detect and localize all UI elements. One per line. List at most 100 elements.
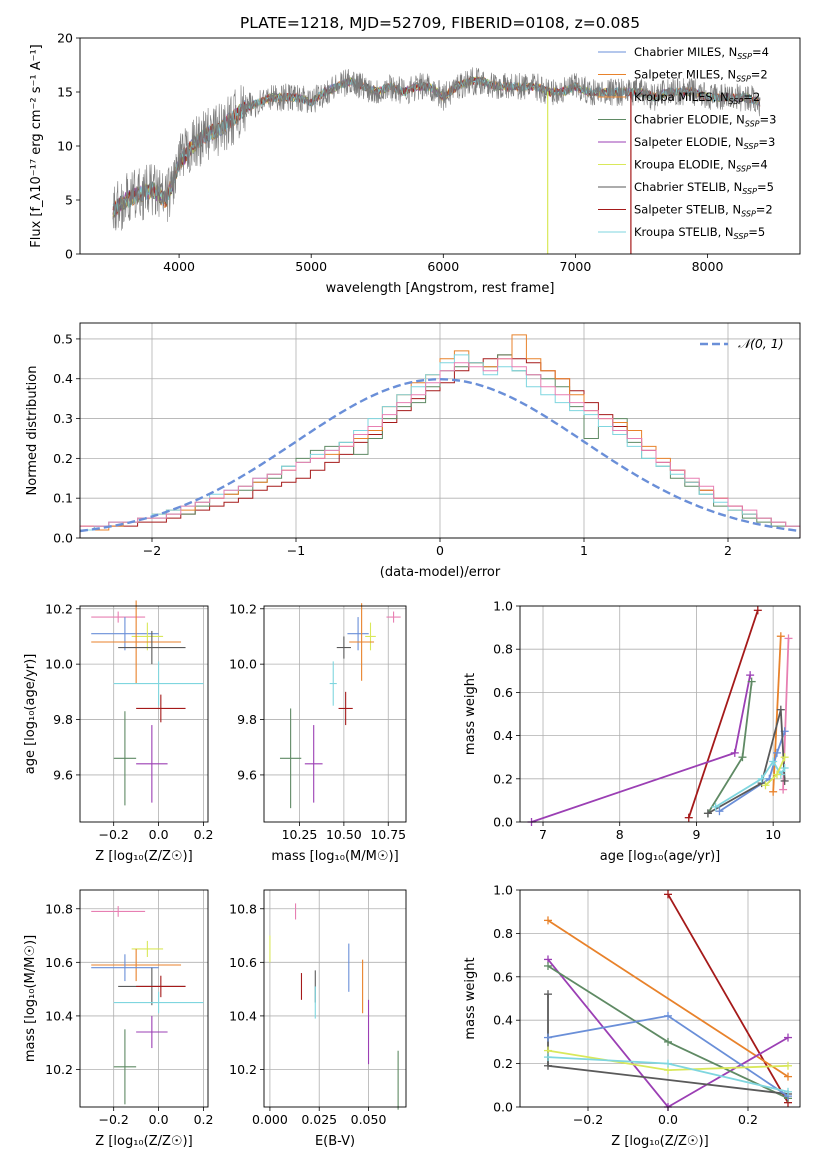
legend-entry: Kroupa STELIB, NSSP=5 [634, 225, 765, 241]
spectrum-lines [112, 67, 761, 254]
x-tick-label: 10.50 [326, 827, 362, 842]
x-axis-label: Z [log₁₀(Z/Z☉)] [95, 849, 192, 864]
x-tick-label: −0.2 [99, 827, 129, 842]
x-tick-label: 4000 [163, 259, 195, 274]
y-tick-label: 9.8 [53, 712, 73, 727]
weight-vs-age-panel: 7 8 9 10 0.0 0.2 0.4 0.6 0.8 1.0 age [log₁₀(age/yr… [463, 599, 801, 864]
axes-frame [519, 889, 801, 1108]
x-tick-label: 7 [539, 827, 547, 842]
spectrum-panel: 4000 5000 6000 7000 8000 0 5 10 15 20 wavelength [… [29, 31, 801, 296]
y-tick-label: 0.8 [493, 926, 513, 941]
y-tick-label: 0.5 [53, 331, 73, 346]
gaussian-curve [79, 377, 801, 533]
x-tick-label: 10.75 [370, 827, 406, 842]
x-tick-label: 0.0 [149, 827, 169, 842]
x-tick-label: 0 [436, 543, 444, 558]
x-tick-label: 0.050 [351, 1112, 387, 1127]
axes-frame [263, 605, 407, 823]
x-tick-label: 1 [580, 543, 588, 558]
figure-title: PLATE=1218, MJD=52709, FIBERID=0108, z=0… [240, 14, 640, 32]
y-tick-label: 0.2 [493, 1056, 513, 1071]
x-tick-label: 8000 [692, 259, 724, 274]
y-axis-label: mass weight [463, 957, 478, 1039]
y-axis-label: Normed distribution [25, 366, 40, 496]
x-axis-label: Z [log₁₀(Z/Z☉)] [95, 1134, 192, 1149]
y-tick-label: 0.6 [493, 685, 513, 700]
y-tick-label: 10.6 [45, 955, 73, 970]
x-tick-label: 0.025 [301, 1112, 337, 1127]
legend-entry: Salpeter STELIB, NSSP=2 [634, 203, 773, 219]
x-tick-label: 0.000 [252, 1112, 288, 1127]
y-tick-label: 0.2 [53, 451, 73, 466]
x-axis-label: (data-model)/error [380, 565, 501, 580]
y-tick-label: 10.2 [45, 1062, 73, 1077]
y-axis-label: mass [log₁₀(M/M☉)] [23, 935, 38, 1062]
axes-frame [79, 605, 209, 823]
y-tick-label: 10.4 [45, 1008, 73, 1023]
y-tick-label: 10.2 [45, 601, 73, 616]
y-tick-label: 0.0 [53, 531, 73, 546]
x-tick-label: −0.2 [573, 1112, 603, 1127]
y-tick-label: 0.4 [493, 728, 513, 743]
weight-line [667, 893, 789, 1104]
legend-entry: Chabrier STELIB, NSSP=5 [634, 180, 774, 196]
y-tick-label: 9.8 [237, 712, 257, 727]
x-tick-label: 10.25 [282, 827, 318, 842]
y-axis-label: Flux [f_λ10⁻¹⁷ erg cm⁻² s⁻¹ A⁻¹] [29, 44, 44, 248]
x-axis-label: age [log₁₀(age/yr)] [600, 849, 721, 864]
y-tick-label: 10.6 [229, 955, 257, 970]
y-tick-label: 10.8 [45, 901, 73, 916]
mass-vs-Z-panel: −0.2 0.0 0.2 10.2 10.4 10.6 10.8 Z [log₁₀(Z/Z☉)… [23, 889, 214, 1149]
histogram-step [79, 358, 801, 538]
legend-entry: Kroupa MILES, NSSP=2 [634, 90, 760, 106]
x-tick-label: 7000 [560, 259, 592, 274]
y-tick-label: 0.4 [493, 1013, 513, 1028]
observed-spectrum-line [112, 67, 761, 231]
y-tick-label: 0.6 [493, 969, 513, 984]
y-tick-label: 15 [57, 85, 73, 100]
x-axis-label: E(B-V) [315, 1134, 355, 1149]
y-tick-label: 0.3 [53, 411, 73, 426]
legend-entry: Kroupa ELODIE, NSSP=4 [634, 158, 768, 174]
y-tick-label: 1.0 [493, 883, 513, 898]
x-tick-label: 0.2 [194, 827, 214, 842]
x-axis-label: Z [log₁₀(Z/Z☉)] [611, 1134, 708, 1149]
weight-line [547, 919, 789, 1078]
weight-line [719, 730, 786, 812]
axes-frame [79, 889, 209, 1108]
weight-line [687, 610, 759, 818]
y-tick-label: 10.2 [229, 1062, 257, 1077]
y-tick-label: 10.2 [229, 601, 257, 616]
x-tick-label: 0.2 [194, 1112, 214, 1127]
y-axis-label: age [log₁₀(age/yr)] [23, 654, 38, 775]
legend-entry: Salpeter ELODIE, NSSP=3 [634, 135, 775, 151]
x-tick-label: 0.2 [738, 1112, 758, 1127]
y-tick-label: 10.0 [229, 657, 257, 672]
x-tick-label: 10 [765, 827, 781, 842]
y-tick-label: 0.8 [493, 642, 513, 657]
weight-line [772, 636, 782, 792]
x-tick-label: 9 [692, 827, 700, 842]
y-tick-label: 0.2 [493, 771, 513, 786]
legend-entry: Chabrier MILES, NSSP=4 [634, 45, 769, 61]
y-tick-label: 10.8 [229, 901, 257, 916]
age-vs-mass-panel: 10.25 10.50 10.75 9.6 9.8 10.0 10.2 mass [log₁₀… [229, 601, 407, 864]
x-tick-label: 0.0 [149, 1112, 169, 1127]
y-tick-label: 0 [65, 247, 73, 262]
x-tick-label: 5000 [295, 259, 327, 274]
y-tick-label: 0.4 [53, 371, 73, 386]
x-axis-label: wavelength [Angstrom, rest frame] [326, 281, 555, 296]
legend-entry: Chabrier ELODIE, NSSP=3 [634, 113, 776, 129]
axes-frame [263, 889, 407, 1108]
y-tick-label: 10.0 [45, 657, 73, 672]
y-tick-label: 5 [65, 193, 73, 208]
y-tick-label: 0.0 [493, 1100, 513, 1115]
x-tick-label: 8 [616, 827, 624, 842]
legend-entry: 𝒩(0, 1) [738, 336, 784, 351]
weight-line [707, 709, 786, 815]
x-tick-label: −2 [143, 543, 161, 558]
x-tick-label: 6000 [427, 259, 459, 274]
y-tick-label: 1.0 [493, 599, 513, 614]
